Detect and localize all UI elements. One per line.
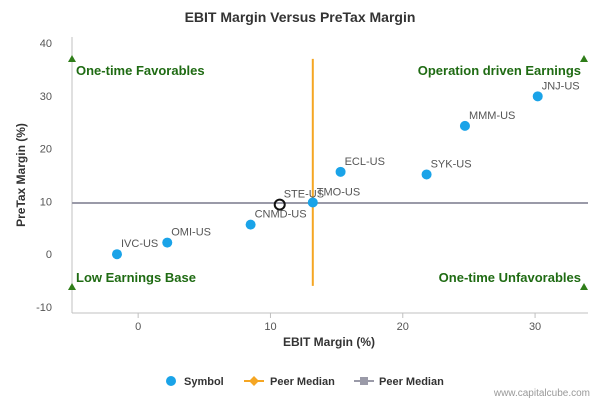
y-tick-label: 0 xyxy=(46,249,52,261)
arrow-bottom-left-icon xyxy=(68,283,76,290)
data-point-label: STE-US xyxy=(284,189,324,201)
quadrant-label-top-right: Operation driven Earnings xyxy=(418,63,581,78)
legend-peer-median-y-marker xyxy=(360,377,368,385)
quadrant-label-bottom-left: Low Earnings Base xyxy=(76,270,196,285)
x-tick-label: 10 xyxy=(264,321,276,333)
plot-area: -10 0 10 20 30 40 0 10 20 30 One-time Favorables Op… xyxy=(36,37,588,333)
y-tick-label: -10 xyxy=(36,302,52,314)
quadrant-label-bottom-right: One-time Unfavorables xyxy=(439,270,581,285)
arrow-top-right-icon xyxy=(580,55,588,62)
legend-peer-median-x-label: Peer Median xyxy=(270,376,335,388)
data-point xyxy=(421,169,432,180)
data-point-label: ECL-US xyxy=(345,156,385,168)
y-tick-label: 40 xyxy=(40,38,52,50)
data-point-label: MMM-US xyxy=(469,110,515,122)
legend-peer-median-x-marker xyxy=(249,376,259,386)
x-tick-label: 0 xyxy=(135,321,141,333)
legend-symbol-marker xyxy=(166,376,176,386)
legend-item-symbol[interactable]: Symbol xyxy=(166,376,224,388)
y-axis-title: PreTax Margin (%) xyxy=(14,123,28,227)
credit-text: www.capitalcube.com xyxy=(493,388,590,399)
data-point-label: IVC-US xyxy=(121,238,158,250)
x-tick-label: 20 xyxy=(397,321,409,333)
x-axis-title: EBIT Margin (%) xyxy=(283,335,375,349)
arrow-top-left-icon xyxy=(68,55,76,62)
data-point-label: SYK-US xyxy=(431,158,472,170)
legend: Symbol Peer Median Peer Median xyxy=(166,376,444,388)
legend-symbol-label: Symbol xyxy=(184,376,224,388)
data-point xyxy=(532,91,543,102)
y-tick-label: 20 xyxy=(40,144,52,156)
legend-peer-median-y-label: Peer Median xyxy=(379,376,444,388)
data-point xyxy=(335,166,346,177)
data-point xyxy=(245,219,256,230)
x-tick-label: 30 xyxy=(529,321,541,333)
legend-item-peer-median-y[interactable]: Peer Median xyxy=(354,376,444,388)
data-point xyxy=(111,249,122,260)
legend-item-peer-median-x[interactable]: Peer Median xyxy=(244,376,335,388)
data-point-label: TMO-US xyxy=(317,186,360,198)
data-point-label: CNMD-US xyxy=(255,209,307,221)
data-point xyxy=(162,237,173,248)
arrow-bottom-right-icon xyxy=(580,283,588,290)
data-point-label: JNJ-US xyxy=(542,80,580,92)
data-point-label: OMI-US xyxy=(171,227,211,239)
chart-title: EBIT Margin Versus PreTax Margin xyxy=(185,9,416,25)
data-point xyxy=(459,120,470,131)
y-tick-label: 30 xyxy=(40,91,52,103)
data-point xyxy=(307,197,318,208)
data-point-highlighted xyxy=(273,198,286,211)
quadrant-label-top-left: One-time Favorables xyxy=(76,63,205,78)
y-tick-label: 10 xyxy=(40,196,52,208)
